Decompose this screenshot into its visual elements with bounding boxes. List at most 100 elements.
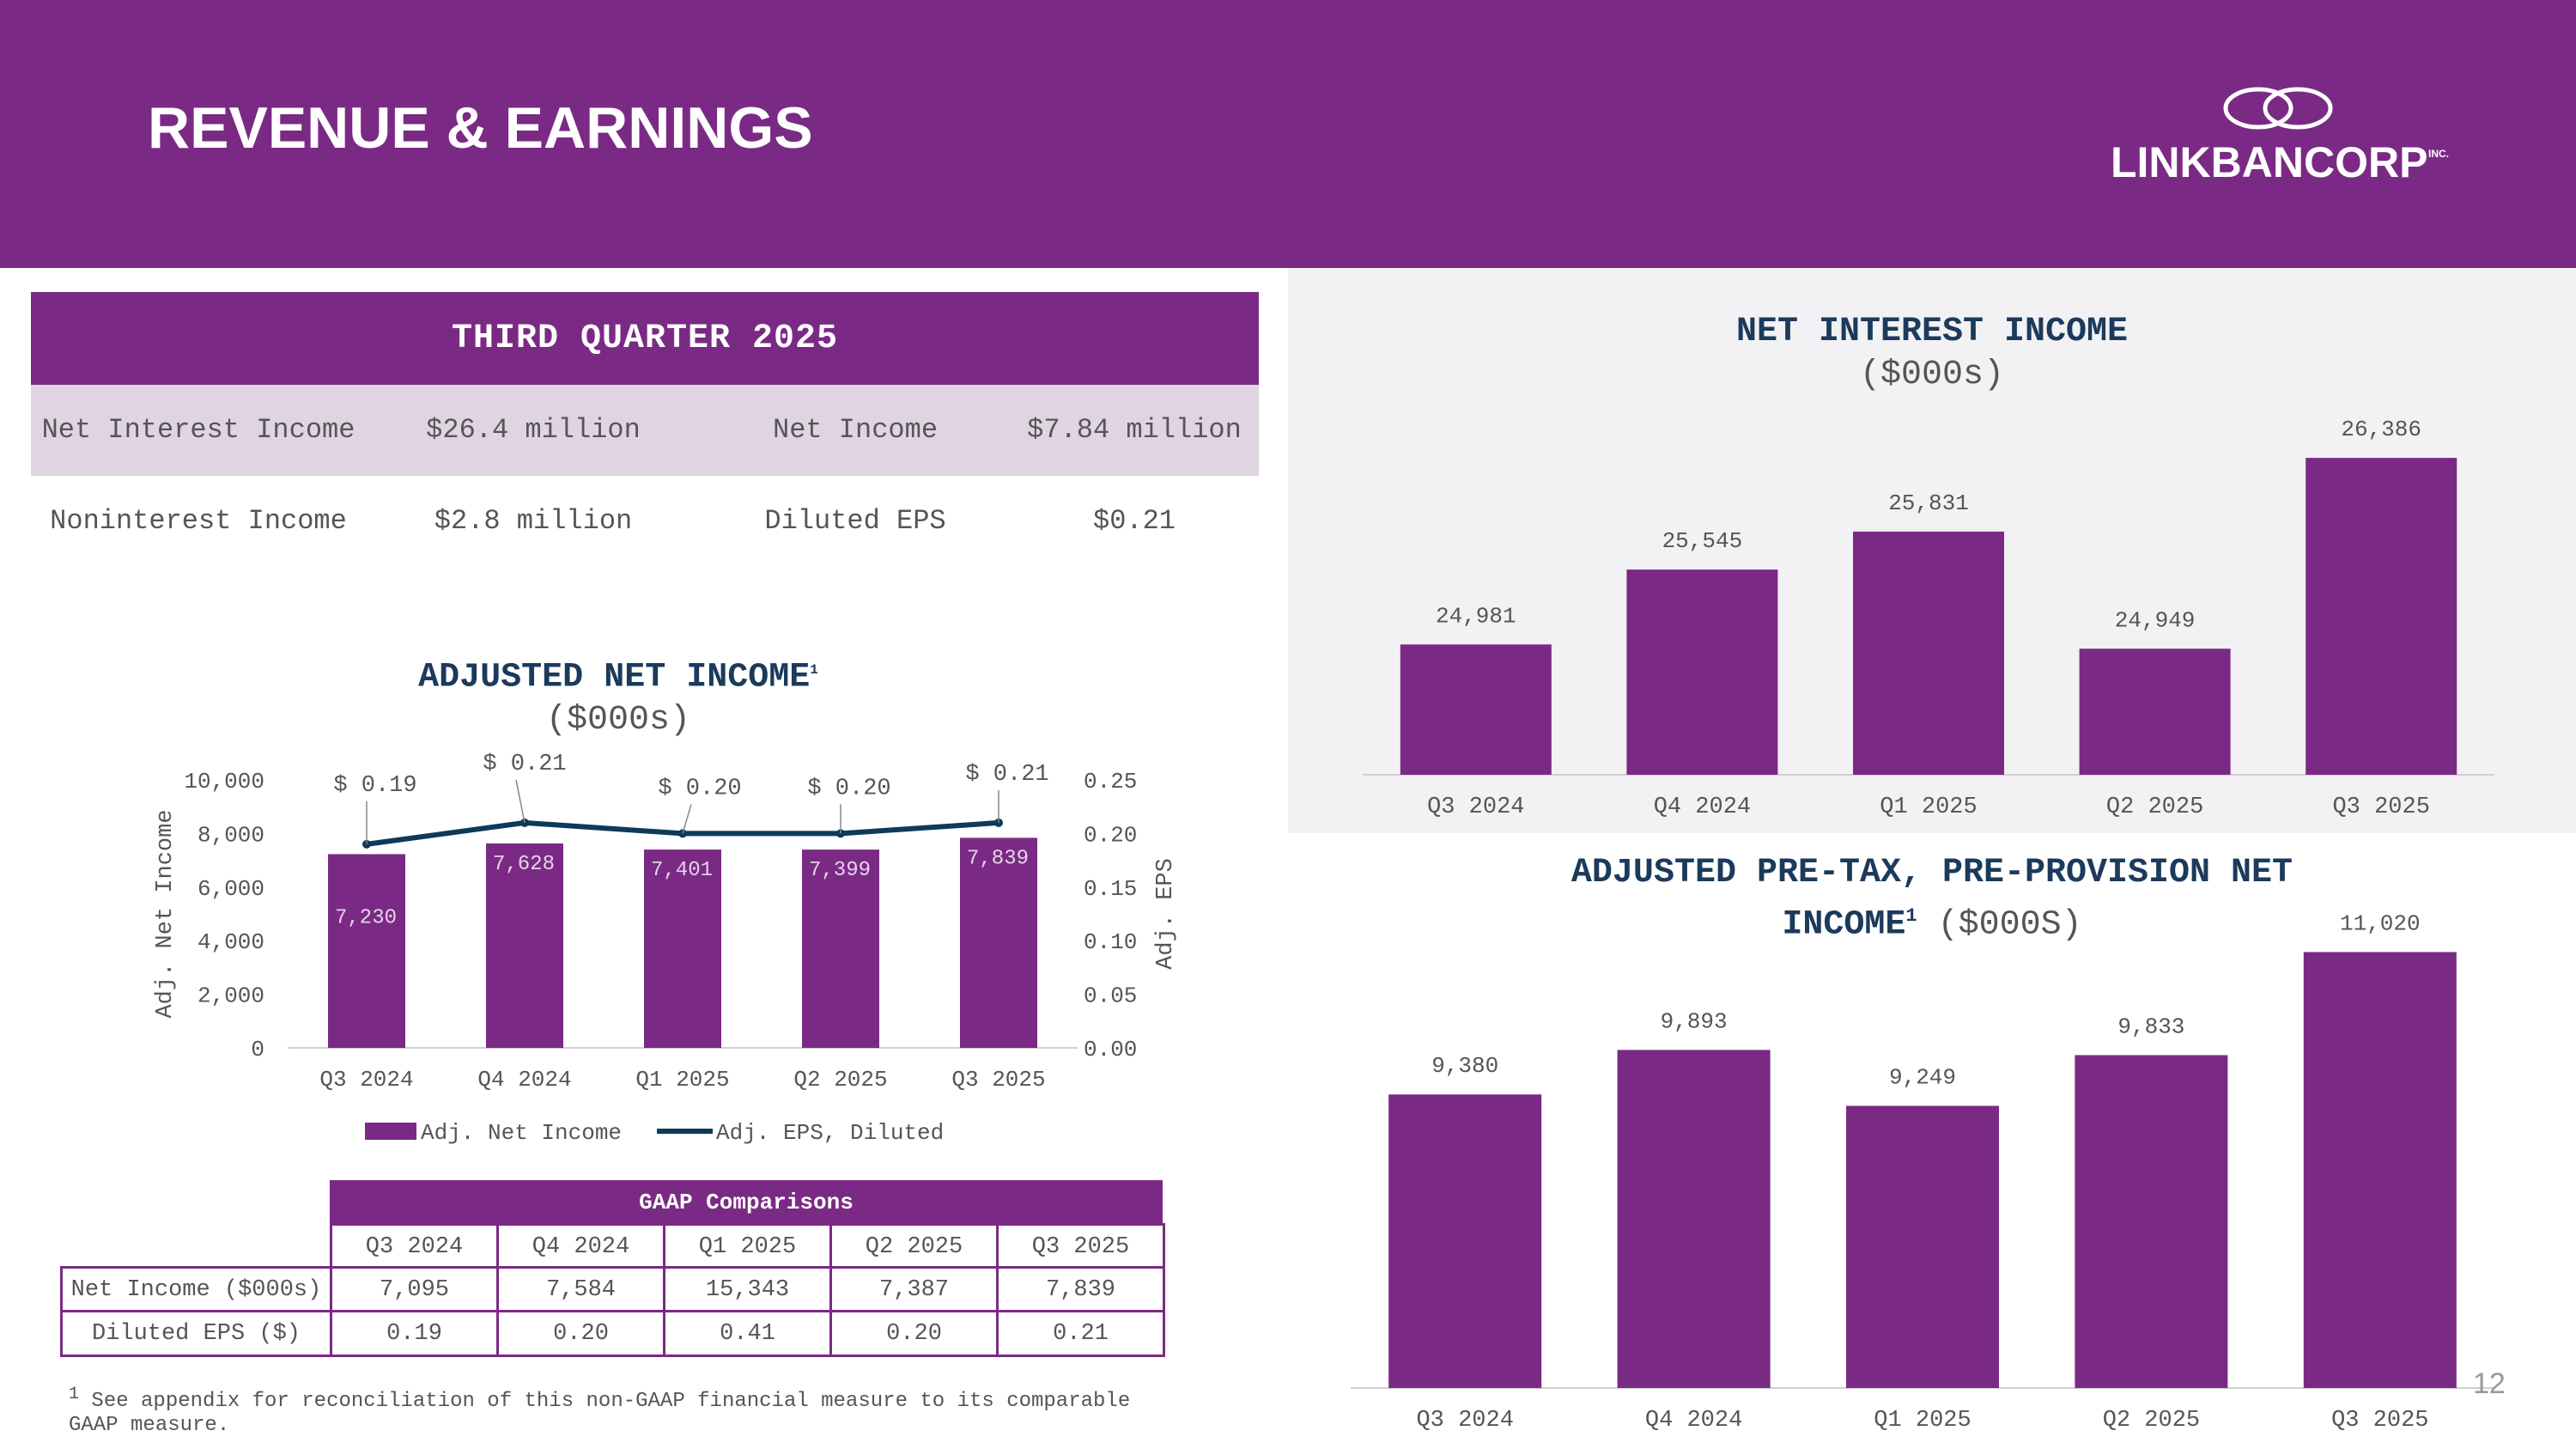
bar-data-label: 25,545 (1662, 528, 1743, 554)
gaap-cell: 0.41 (663, 1310, 832, 1357)
footnote-text: See appendix for reconciliation of this … (69, 1390, 1131, 1437)
bar-adj-pppni (1846, 1105, 1999, 1388)
bar-data-label: 7,401 (651, 859, 713, 882)
adj-pppni-title: ADJUSTED PRE-TAX, PRE-PROVISION NET INCO… (1417, 852, 2447, 947)
y2-tick-label: 0.05 (1084, 983, 1137, 1009)
gaap-column-header: Q3 2024 (330, 1223, 499, 1270)
legend-swatch-bar (365, 1123, 416, 1140)
bar-data-label: 7,399 (809, 859, 871, 882)
x-tick-label: Q1 2025 (1880, 795, 1977, 820)
gaap-row-label: Diluted EPS ($) (60, 1310, 332, 1357)
logo-wordmark: LINKBANCORP (2111, 138, 2428, 186)
summary-label: Diluted EPS (764, 505, 946, 537)
summary-row: Noninterest Income $2.8 million Diluted … (31, 476, 1259, 567)
x-tick-label: Q3 2024 (1416, 1408, 1513, 1434)
y2-axis-label: Adj. EPS (1153, 858, 1179, 970)
gaap-comparisons-table: GAAP Comparisons Q3 2024 Q4 2024 Q1 2025 Q2… (60, 1180, 1166, 1357)
summary-value: $26.4 million (426, 414, 641, 446)
page-number: 12 (2473, 1367, 2506, 1400)
chart-subtitle: ($000S) (1937, 905, 2082, 945)
y-tick-label: 0 (251, 1037, 264, 1062)
x-tick-label: Q4 2024 (477, 1067, 571, 1093)
chart-title-text: ADJUSTED PRE-TAX, PRE-PROVISION NET (1571, 854, 2293, 892)
bar-data-label: 9,833 (2117, 1014, 2184, 1039)
adj-net-income-title: ADJUSTED NET INCOME1 ($000s) (258, 648, 979, 742)
x-tick-label: Q4 2024 (1645, 1408, 1742, 1434)
bar-net-interest-income (2306, 458, 2458, 775)
bar-data-label: 25,831 (1888, 490, 1969, 516)
bar-adj-net-income (960, 837, 1037, 1048)
y2-tick-label: 0.10 (1084, 929, 1137, 955)
footnote-marker: 1 (1905, 905, 1917, 927)
gaap-column-header: Q4 2024 (496, 1223, 665, 1270)
gaap-cell: 0.20 (829, 1310, 999, 1357)
bar-adj-pppni (2075, 1055, 2228, 1388)
chart-title-text: ADJUSTED NET INCOME (418, 658, 811, 697)
x-tick-label: Q3 2025 (951, 1067, 1045, 1093)
rings-icon (2223, 87, 2333, 130)
bar-net-interest-income (1400, 644, 1552, 775)
x-tick-label: Q3 2025 (2331, 1408, 2428, 1434)
y2-tick-label: 0.25 (1084, 769, 1137, 795)
legend-label: Adj. EPS, Diluted (716, 1120, 944, 1146)
y-tick-label: 8,000 (197, 822, 264, 848)
bar-data-label: 7,230 (335, 906, 397, 929)
gaap-cell: 7,839 (996, 1266, 1165, 1313)
bar-adj-net-income (802, 849, 879, 1048)
gaap-column-header: Q1 2025 (663, 1223, 832, 1270)
gaap-cell: 7,584 (496, 1266, 665, 1313)
line-data-label: $ 0.20 (807, 776, 890, 801)
bar-net-interest-income (1626, 569, 1778, 775)
bar-net-interest-income (1853, 531, 2004, 775)
gaap-cell: 0.21 (996, 1310, 1165, 1357)
y-tick-label: 4,000 (197, 929, 264, 955)
bar-adj-net-income (328, 854, 405, 1048)
summary-label: Noninterest Income (50, 505, 347, 537)
gaap-cell: 0.20 (496, 1310, 665, 1357)
bar-data-label: 26,386 (2341, 417, 2421, 442)
chart-title-text: NET INTEREST INCOME (1735, 313, 2129, 351)
x-tick-label: Q2 2025 (2106, 795, 2203, 820)
leader-line (515, 779, 526, 824)
bar-data-label: 24,949 (2115, 607, 2196, 633)
footnote-marker: 1 (810, 662, 818, 678)
bar-data-label: 24,981 (1436, 603, 1516, 629)
gaap-row-label: Net Income ($000s) (60, 1266, 332, 1313)
y2-tick-label: 0.15 (1084, 876, 1137, 902)
x-tick-label: Q1 2025 (635, 1067, 729, 1093)
y-tick-label: 2,000 (197, 983, 264, 1009)
bar-adj-net-income (486, 843, 563, 1048)
leader-line (682, 804, 692, 834)
logo-inc: INC. (2428, 148, 2449, 160)
line-data-label: $ 0.20 (658, 776, 741, 801)
bar-adj-pppni (2303, 952, 2457, 1388)
bar-data-label: 7,628 (493, 853, 555, 876)
bar-adj-pppni (1388, 1094, 1542, 1388)
line-data-label: $ 0.21 (965, 762, 1048, 788)
gaap-cell: 7,387 (829, 1266, 999, 1313)
x-tick-label: Q3 2025 (2332, 795, 2429, 820)
summary-value: $2.8 million (434, 505, 633, 537)
bar-net-interest-income (2079, 648, 2231, 775)
summary-row: Net Interest Income $26.4 million Net In… (31, 385, 1259, 476)
bar-data-label: 9,380 (1431, 1053, 1498, 1079)
summary-value: $7.84 million (1027, 414, 1242, 446)
x-tick-label: Q3 2024 (319, 1067, 413, 1093)
summary-label: Net Interest Income (41, 414, 355, 446)
footnote-marker: 1 (69, 1385, 80, 1404)
summary-title: THIRD QUARTER 2025 (31, 292, 1259, 385)
summary-label: Net Income (772, 414, 939, 446)
legend-label: Adj. Net Income (421, 1120, 622, 1146)
bar-data-label: 9,249 (1889, 1064, 1956, 1090)
company-logo: LINKBANCORP INC. (2111, 82, 2471, 194)
y2-tick-label: 0.00 (1084, 1037, 1137, 1062)
y2-tick-label: 0.20 (1084, 822, 1137, 848)
y-tick-label: 10,000 (184, 769, 264, 795)
gaap-title: GAAP Comparisons (330, 1180, 1163, 1225)
x-tick-label: Q1 2025 (1874, 1408, 1971, 1434)
chart-subtitle: ($000s) (545, 701, 691, 740)
line-data-label: $ 0.19 (333, 773, 416, 799)
gaap-cell: 7,095 (330, 1266, 499, 1313)
x-tick-label: Q2 2025 (2103, 1408, 2200, 1434)
